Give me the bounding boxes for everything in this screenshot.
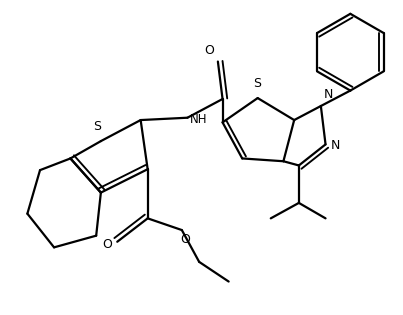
Text: O: O [204,44,214,57]
Text: O: O [102,238,112,251]
Text: NH: NH [190,113,208,126]
Text: N: N [324,88,333,101]
Text: S: S [93,120,101,133]
Text: O: O [181,233,191,246]
Text: S: S [253,77,261,90]
Text: N: N [331,139,341,152]
